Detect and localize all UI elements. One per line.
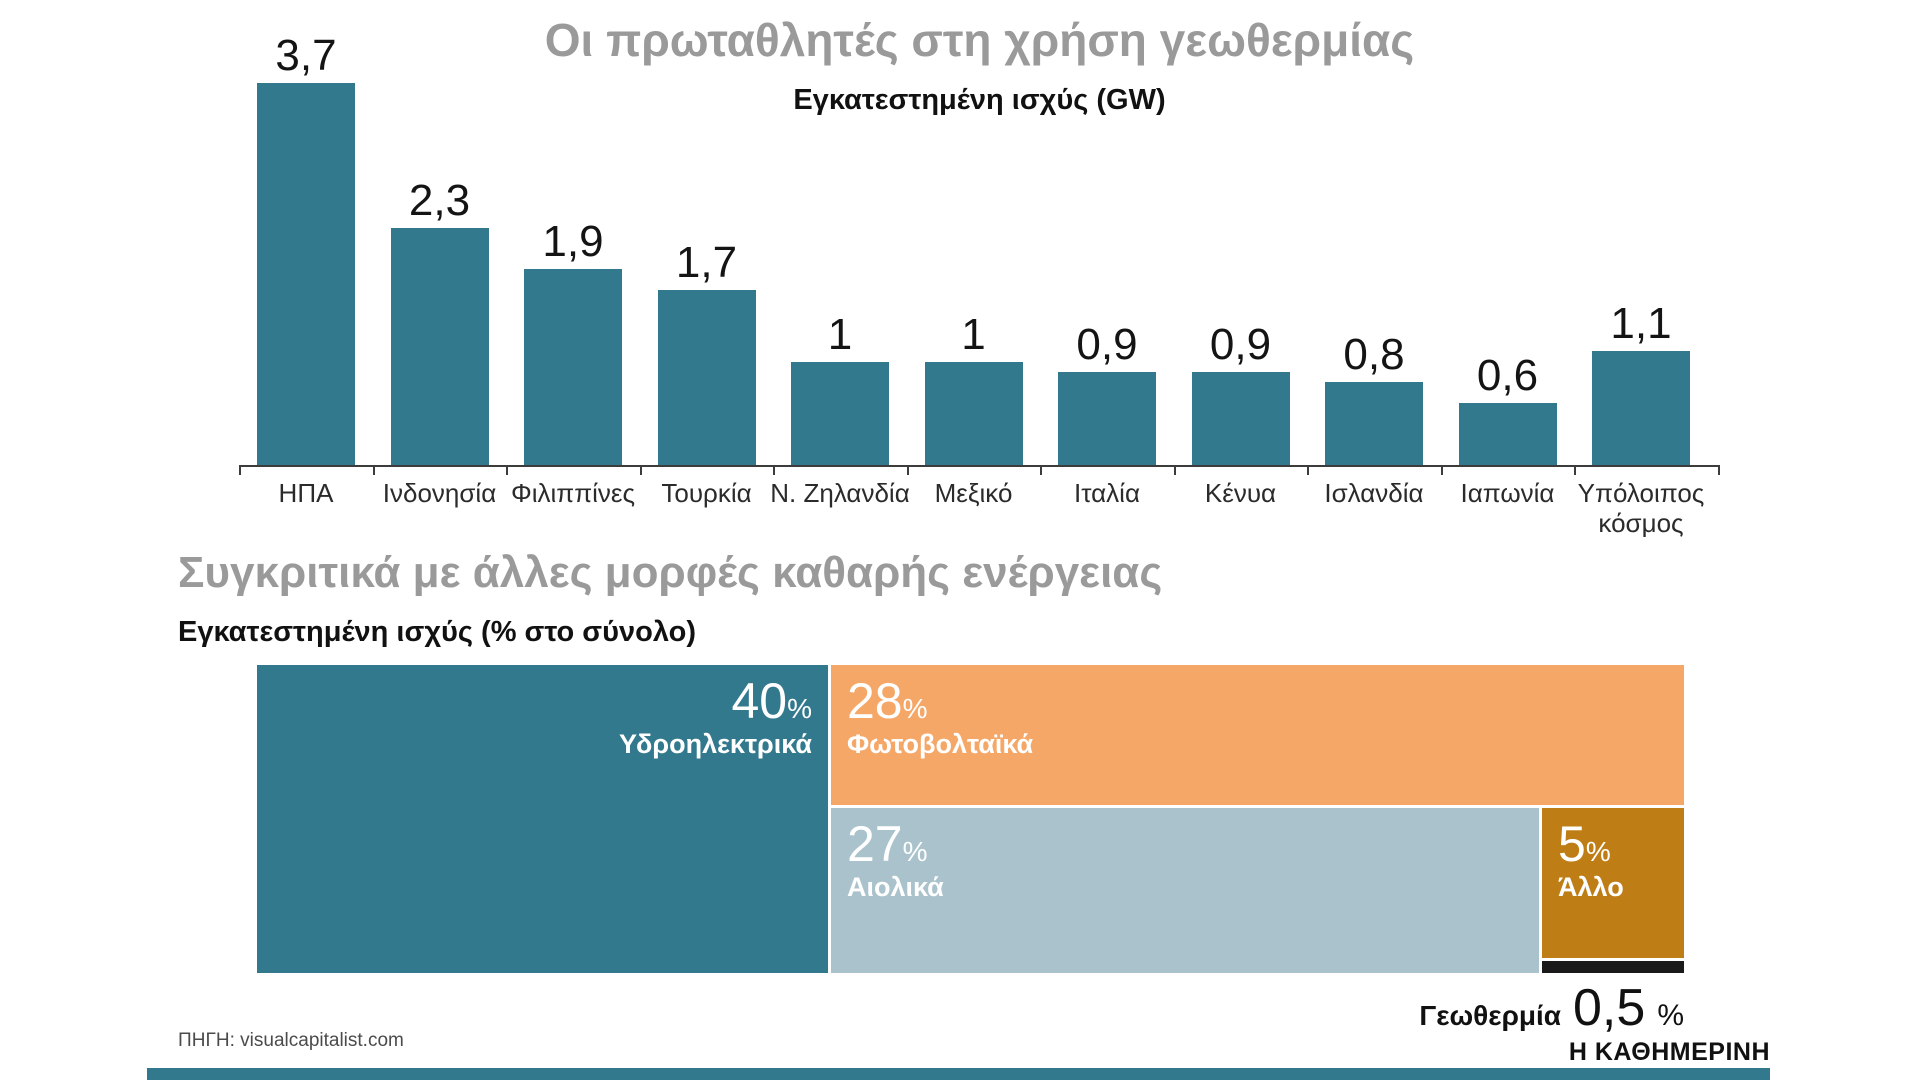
other-name: Άλλο [1558, 871, 1624, 902]
geothermal-name: Γεωθερμία [1419, 1000, 1562, 1031]
bar-category-label: Υπόλοιπος κόσμος [1577, 478, 1705, 538]
axis-tick [773, 465, 776, 475]
bar-slot-9: 0,6 Ιαπωνία [1458, 351, 1557, 508]
solar-value: 28% [847, 675, 1668, 728]
bar-value-label: 1,7 [675, 238, 738, 287]
wind-name: Αιολικά [847, 871, 944, 902]
axis-tick [1040, 465, 1043, 475]
bar-slot-7: 0,9 Κένυα [1191, 320, 1290, 508]
bar-category-label: Μεξικό [934, 478, 1013, 508]
bar-slot-2: 1,9 Φιλιππίνες [511, 217, 635, 508]
bar-value-label: 2,3 [408, 176, 471, 225]
bar-category-label: Ιαπωνία [1460, 478, 1555, 508]
wind-number: 27 [847, 816, 903, 872]
bar-rect [1458, 403, 1557, 465]
bar-category-label: Φιλιππίνες [510, 478, 636, 508]
bar-category-label: Κένυα [1204, 478, 1277, 508]
percent-sign: % [902, 693, 928, 724]
treemap-chart: 40% Υδροηλεκτρικά 28% Φωτοβολταϊκά 27% Α… [257, 665, 1684, 973]
bar-category-label: ΗΠΑ [278, 478, 334, 508]
solar-name: Φωτοβολταϊκά [847, 728, 1034, 759]
other-number: 5 [1558, 816, 1586, 872]
bar-value-label: 0,6 [1476, 351, 1539, 400]
bar-category-label: Ισλανδία [1324, 478, 1424, 508]
geothermal-label: Γεωθερμία 0,5 % [257, 982, 1684, 1034]
bar-rect [791, 362, 889, 465]
bar-category-label: Ιταλία [1074, 478, 1140, 508]
bar-chart-plot-area: 3,7 ΗΠΑ 2,3 Ινδονησία 1,9 Φιλιππίνες 1,7 Τουρκί… [257, 30, 1705, 538]
bar-rect [657, 290, 756, 465]
bar-value-label: 3,7 [275, 31, 337, 80]
publisher-logo-text: Η ΚΑΘΗΜΕΡΙΝΗ [1568, 1038, 1770, 1066]
hydro-number: 40 [731, 673, 788, 729]
bar-chart-title: Οι πρωταθλητές στη χρήση γεωθερμίας [544, 14, 1415, 66]
percent-sign: % [1657, 999, 1684, 1032]
hydro-name: Υδροηλεκτρικά [619, 728, 812, 759]
bottom-accent-strip [147, 1068, 1770, 1080]
axis-tick [239, 465, 241, 475]
bar-slot-1: 2,3 Ινδονησία [383, 176, 496, 508]
percent-sign: % [902, 836, 928, 867]
bar-slot-6: 0,9 Ιταλία [1058, 320, 1156, 508]
treemap-subtitle: Εγκατεστημένη ισχύς (% στο σύνολο) [178, 616, 696, 648]
axis-tick [1307, 465, 1310, 475]
geothermal-number: 0,5 [1573, 979, 1646, 1037]
bar-rect [1058, 372, 1156, 465]
treemap-block-wind: 27% Αιολικά [831, 808, 1539, 973]
axis-tick [372, 465, 375, 475]
bar-value-label: 1 [961, 310, 986, 359]
percent-sign: % [1585, 836, 1611, 867]
treemap-block-hydro: 40% Υδροηλεκτρικά [257, 665, 828, 973]
bar-category-label: Ν. Ζηλανδία [770, 478, 910, 508]
axis-tick [1173, 465, 1176, 475]
bar-value-label: 0,9 [1209, 320, 1272, 369]
treemap-title: Συγκριτικά με άλλες μορφές καθαρής ενέργ… [178, 548, 1163, 597]
solar-number: 28 [847, 673, 903, 729]
bar-category-label: Ινδονησία [382, 478, 497, 508]
bar-rect [257, 83, 355, 465]
percent-sign: % [787, 693, 812, 724]
axis-tick [639, 465, 642, 475]
bar-rect [524, 269, 622, 465]
bar-value-label: 0,8 [1343, 330, 1405, 379]
bar-slot-5: 1 Μεξικό [924, 310, 1023, 508]
axis-tick [1718, 465, 1720, 475]
bar-value-label: 1 [827, 310, 853, 359]
source-credit: ΠΗΓΗ: visualcapitalist.com [178, 1030, 404, 1051]
bar-rect [1191, 372, 1290, 465]
bar-slot-4: 1 Ν. Ζηλανδία [770, 310, 909, 508]
bar-slot-10: 1,1 Υπόλοιπος κόσμος [1578, 299, 1705, 538]
bar-rect [1325, 382, 1423, 465]
axis-tick [1440, 465, 1443, 475]
axis-tick [906, 465, 909, 475]
axis-tick [1574, 465, 1577, 475]
bar-chart-subtitle: Εγκατεστημένη ισχύς (GW) [793, 84, 1166, 116]
bar-category-label: Τουρκία [661, 478, 752, 508]
bar-value-label: 1,9 [542, 217, 604, 266]
treemap-block-other: 5% Άλλο [1542, 808, 1684, 958]
bar-rect [924, 362, 1023, 465]
treemap-block-geothermal-bar [1542, 961, 1684, 973]
bar-slot-3: 1,7 Τουρκία [657, 238, 756, 508]
bar-slot-0: 3,7 ΗΠΑ [257, 31, 355, 508]
bar-value-label: 1,1 [1610, 299, 1672, 348]
treemap-block-solar: 28% Φωτοβολταϊκά [831, 665, 1684, 805]
bar-rect [390, 228, 489, 465]
x-axis-line [239, 465, 1720, 475]
axis-tick [506, 465, 509, 475]
bar-value-label: 0,9 [1076, 320, 1138, 369]
bar-rect [1592, 351, 1690, 465]
bar-slot-8: 0,8 Ισλανδία [1324, 330, 1423, 508]
wind-value: 27% [847, 818, 1523, 871]
other-value: 5% [1558, 818, 1668, 871]
hydro-value: 40% [273, 675, 812, 728]
